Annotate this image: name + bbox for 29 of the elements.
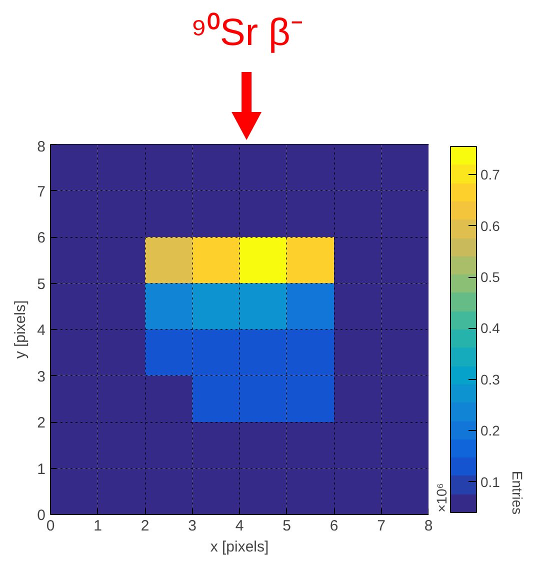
x-axis-title: x [pixels] — [210, 538, 269, 556]
x-tick-label: 7 — [377, 518, 386, 534]
color-bar-label: 0.3 — [480, 371, 500, 388]
y-tick-label: 6 — [37, 230, 46, 246]
x-tick-label: 8 — [424, 518, 433, 534]
y-tick-label: 0 — [37, 507, 46, 524]
color-bar-label: 0.5 — [480, 269, 500, 286]
color-bar-title: Entries — [510, 470, 526, 515]
color-bar-label: 0.1 — [480, 474, 500, 490]
x-tick-label: 5 — [282, 518, 291, 534]
text: ⁹⁰Sr β⁻ — [190, 12, 304, 54]
y-tick-label: 4 — [37, 322, 46, 339]
y-tick-label: 1 — [37, 460, 46, 478]
y-tick-label: 7 — [37, 183, 46, 200]
y-tick-label: 2 — [37, 414, 46, 432]
text: ×10⁶ — [434, 482, 450, 512]
color-bar-label: 0.4 — [480, 320, 500, 336]
color-bar-label: 0.2 — [480, 422, 500, 439]
x-tick-label: 1 — [94, 518, 102, 534]
y-axis-title: y [pixels] — [12, 300, 30, 359]
x-tick-label: 2 — [140, 518, 150, 534]
x-tick-label: 4 — [235, 518, 244, 534]
y-tick-label: 3 — [37, 368, 46, 386]
x-tick-label: 6 — [330, 518, 338, 534]
color-bar-label: 0.6 — [480, 218, 500, 234]
y-tick-label: 5 — [37, 276, 46, 293]
x-tick-label: 3 — [188, 518, 196, 534]
y-tick-label: 8 — [37, 138, 46, 156]
color-bar-label: 0.7 — [480, 166, 500, 183]
